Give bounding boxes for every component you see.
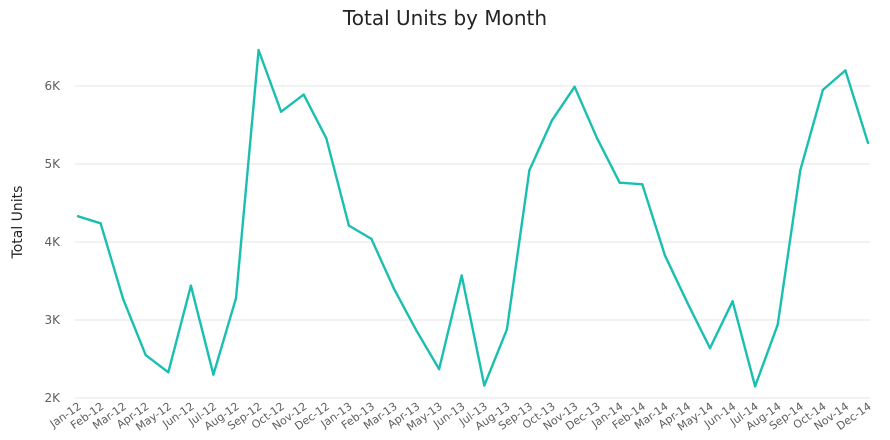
series-line[interactable] (77, 48, 870, 388)
data-point[interactable] (302, 93, 305, 96)
data-point[interactable] (821, 88, 825, 92)
data-point[interactable] (528, 169, 531, 172)
data-point[interactable] (279, 110, 283, 113)
y-axis-ticks: 2K 3K 4K 5K 6K (44, 79, 61, 405)
data-point[interactable] (460, 274, 463, 277)
data-point[interactable] (370, 237, 373, 241)
data-point[interactable] (573, 85, 576, 88)
data-point[interactable] (776, 323, 779, 326)
data-point[interactable] (844, 69, 847, 72)
data-point[interactable] (144, 353, 147, 357)
data-point[interactable] (392, 287, 396, 290)
chart-title: Total Units by Month (342, 6, 548, 30)
gridlines (75, 85, 870, 399)
data-point[interactable] (866, 141, 870, 145)
y-tick-label: 5K (44, 157, 61, 171)
y-tick-label: 3K (44, 313, 61, 327)
data-point[interactable] (799, 169, 802, 172)
data-point[interactable] (550, 119, 554, 122)
y-axis-label: Total Units (10, 186, 26, 260)
data-point[interactable] (595, 137, 599, 140)
series-layer (76, 48, 870, 388)
data-point[interactable] (618, 181, 621, 184)
data-point[interactable] (121, 297, 125, 301)
y-tick-label: 2K (44, 391, 61, 405)
x-axis-ticks: Jan-12Feb-12Mar-12Apr-12May-12Jun-12Jul-… (47, 400, 874, 434)
data-point[interactable] (347, 224, 351, 227)
data-point[interactable] (437, 367, 441, 371)
data-point[interactable] (257, 48, 260, 52)
data-point[interactable] (753, 385, 757, 388)
data-point[interactable] (686, 301, 689, 305)
data-point[interactable] (415, 329, 418, 333)
data-point[interactable] (708, 346, 712, 350)
data-point[interactable] (663, 254, 667, 257)
y-tick-label: 6K (44, 79, 61, 93)
data-point[interactable] (234, 296, 238, 300)
data-point[interactable] (641, 183, 644, 186)
data-point[interactable] (483, 384, 486, 387)
data-point[interactable] (189, 284, 193, 287)
data-point[interactable] (167, 371, 170, 374)
data-point[interactable] (325, 137, 328, 140)
data-point[interactable] (76, 215, 80, 218)
data-point[interactable] (505, 328, 509, 331)
y-tick-label: 4K (44, 235, 61, 249)
data-point[interactable] (212, 373, 215, 376)
data-point[interactable] (99, 222, 102, 225)
data-point[interactable] (731, 300, 734, 303)
